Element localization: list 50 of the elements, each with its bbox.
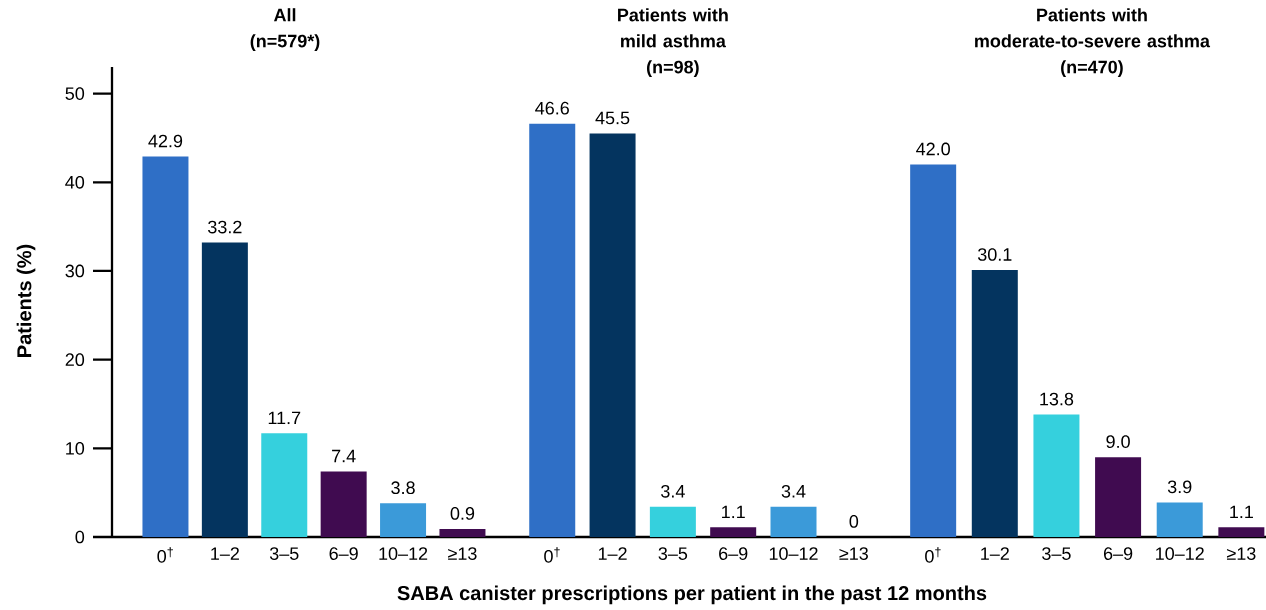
x-tick-label: 3–5 <box>269 547 299 560</box>
x-tick-label: 10–12 <box>769 547 818 560</box>
y-tick-label: 30 <box>65 264 85 278</box>
y-axis-title: Patients (%) <box>16 244 36 357</box>
data-label: 1.1 <box>1230 505 1253 519</box>
data-label: 9.0 <box>1106 435 1130 448</box>
data-label: 30.1 <box>977 248 1012 261</box>
y-tick-label: 0 <box>75 530 85 544</box>
x-tick-label: ≥13 <box>1226 547 1256 560</box>
data-label: 3.4 <box>661 484 685 498</box>
y-tick-label: 20 <box>65 353 85 367</box>
x-axis-title: SABA canister prescriptions per patient in the past 12 months <box>397 585 987 605</box>
x-tick-label: 6–9 <box>719 547 748 560</box>
data-label: 13.8 <box>1040 392 1074 406</box>
x-tick-label: 6–9 <box>329 547 358 560</box>
data-label: 11.7 <box>268 411 301 425</box>
x-tick-label: 1–2 <box>211 547 239 560</box>
chart-title: All <box>273 8 296 22</box>
data-label: 45.5 <box>595 111 630 125</box>
x-tick-label: ≥13 <box>839 547 868 560</box>
x-tick-label: 0$^{†}$ <box>544 547 560 563</box>
y-tick-label: 50 <box>65 87 85 100</box>
x-tick-label: 3–5 <box>658 547 688 560</box>
x-tick-label: 10–12 <box>1156 547 1204 560</box>
x-tick-label: 3–5 <box>1042 547 1071 560</box>
chart-subtitle: (n=98) <box>646 60 699 77</box>
data-label: 0 <box>849 515 859 528</box>
y-tick-label: 10 <box>66 441 85 455</box>
data-label: 46.6 <box>535 101 569 115</box>
data-label: 1.1 <box>722 505 745 519</box>
data-label: 7.4 <box>332 449 356 463</box>
data-label: 0.9 <box>450 507 475 520</box>
y-tick-label: 40 <box>65 175 85 189</box>
x-tick-label: 10–12 <box>379 547 428 560</box>
chart-title: Patients with mild asthma <box>618 8 728 48</box>
x-tick-label: 0$^{†}$ <box>925 547 941 563</box>
x-tick-label: 6–9 <box>1103 547 1133 560</box>
data-label: 3.9 <box>1167 480 1192 494</box>
data-label: 3.4 <box>781 484 806 498</box>
chart-subtitle: (n=470) <box>1061 60 1123 77</box>
x-tick-label: 1–2 <box>981 547 1009 560</box>
data-label: 3.8 <box>391 481 415 495</box>
x-tick-label: ≥13 <box>448 547 477 560</box>
data-label: 33.2 <box>208 220 242 234</box>
chart-title: Patients with moderate-to-severe asthma <box>975 8 1211 48</box>
x-tick-label: 0$^{†}$ <box>157 547 173 563</box>
x-tick-label: 1–2 <box>598 547 627 560</box>
chart-subtitle: (n=579*) <box>250 34 320 51</box>
data-label: 42.9 <box>148 134 183 148</box>
data-label: 42.0 <box>916 142 950 156</box>
